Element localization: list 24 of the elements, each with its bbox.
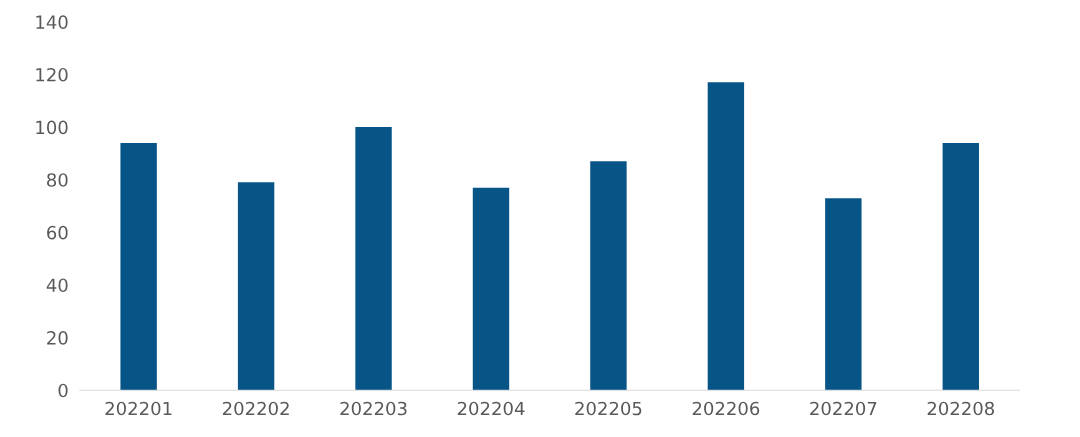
x-tick-label: 202206 (692, 401, 760, 416)
bar (590, 161, 627, 391)
y-tick-label: 0 (58, 383, 68, 398)
x-tick-label: 202204 (457, 401, 525, 416)
y-tick-label: 40 (46, 278, 68, 293)
x-tick-label: 202208 (927, 401, 995, 416)
bar (120, 142, 157, 391)
y-tick-label: 100 (36, 120, 68, 135)
bar (825, 198, 862, 391)
bar (355, 127, 392, 391)
y-tick-label: 120 (36, 67, 68, 82)
bar (942, 142, 979, 391)
x-tick-label: 202207 (810, 401, 877, 416)
y-tick-label: 20 (47, 331, 68, 345)
bar (472, 187, 510, 391)
y-tick-label: 60 (47, 225, 68, 240)
x-tick-label: 202201 (105, 401, 172, 416)
bar (237, 182, 275, 391)
x-tick-label: 202203 (340, 401, 407, 416)
bar (707, 82, 745, 391)
y-tick-label: 140 (36, 15, 68, 29)
x-tick-label: 202205 (575, 401, 642, 416)
y-tick-label: 80 (47, 173, 68, 187)
x-tick-label: 202202 (222, 401, 289, 416)
